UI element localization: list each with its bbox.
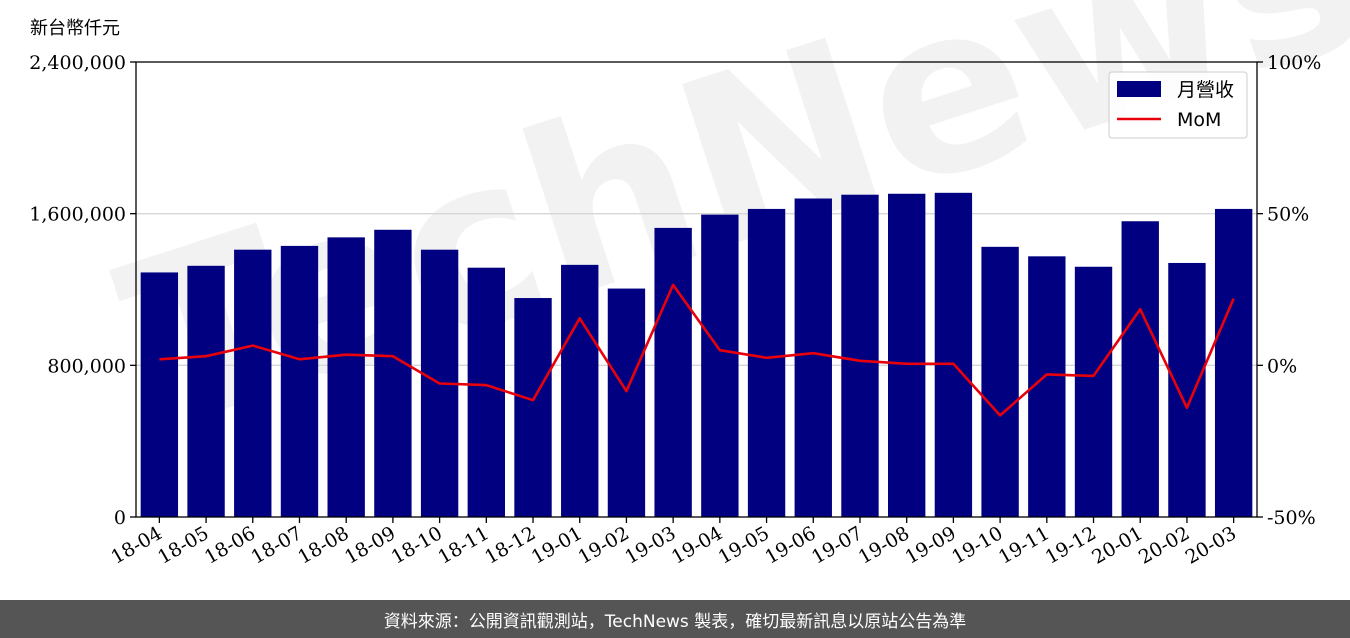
bar-18-07 <box>280 245 319 518</box>
x-tick-label-19-04: 19-04 <box>668 522 726 568</box>
legend: 月營收 MoM <box>1108 71 1248 139</box>
x-tick-label-19-05: 19-05 <box>715 522 773 568</box>
bar-19-01 <box>561 264 599 517</box>
right-tick-label-0: -50% <box>1267 507 1316 529</box>
left-y-axis: 0 800,000 1,600,000 2,400,000 <box>29 52 136 529</box>
bar-19-12 <box>1074 266 1113 517</box>
bar-19-08 <box>888 193 926 517</box>
bar-20-01 <box>1121 221 1159 517</box>
bar-18-05 <box>187 265 225 517</box>
x-tick-label-18-09: 18-09 <box>341 522 399 568</box>
bar-18-12 <box>514 298 552 517</box>
y-axis-unit-label: 新台幣仟元 <box>30 18 120 39</box>
bar-19-09 <box>934 192 973 517</box>
x-tick-label-19-06: 19-06 <box>761 522 819 568</box>
gridlines <box>136 213 1257 366</box>
legend-label-mom: MoM <box>1177 109 1221 131</box>
x-tick-label-19-10: 19-10 <box>948 522 1006 568</box>
x-tick-label-18-07: 18-07 <box>248 522 306 568</box>
x-tick-label-19-11: 19-11 <box>995 522 1053 568</box>
x-tick-label-19-01: 19-01 <box>528 522 586 568</box>
left-tick-label-0: 0 <box>114 507 126 529</box>
x-tick-label-18-10: 18-10 <box>388 522 446 568</box>
x-tick-label-20-02: 20-02 <box>1135 522 1193 568</box>
x-tick-label-19-07: 19-07 <box>808 522 866 568</box>
bar-20-02 <box>1168 262 1206 517</box>
right-y-axis: -50% 0% 50% 100% <box>1257 52 1321 529</box>
left-tick-label-1: 800,000 <box>47 355 126 377</box>
x-tick-label-18-04: 18-04 <box>107 522 165 568</box>
bar-20-03 <box>1214 208 1253 518</box>
bar-18-11 <box>467 267 505 517</box>
legend-label-revenue: 月營收 <box>1177 79 1234 101</box>
x-tick-label-18-08: 18-08 <box>294 522 352 568</box>
bar-19-03 <box>654 227 692 517</box>
bar-18-04 <box>140 272 179 517</box>
bar-18-09 <box>374 229 412 517</box>
x-axis: 18-0418-0518-0618-0718-0818-0918-1018-11… <box>107 517 1240 569</box>
plot-frame <box>135 61 1258 518</box>
x-tick-label-19-12: 19-12 <box>1042 522 1100 568</box>
x-tick-label-19-03: 19-03 <box>621 522 679 568</box>
bar-series <box>140 192 1253 518</box>
bar-19-02 <box>607 288 646 517</box>
right-tick-label-1: 0% <box>1267 355 1297 377</box>
x-tick-label-20-03: 20-03 <box>1182 522 1240 568</box>
mom-line-series <box>159 283 1235 417</box>
bar-18-06 <box>234 249 272 517</box>
bar-18-08 <box>327 237 365 518</box>
mom-line <box>159 283 1235 417</box>
bar-19-10 <box>981 246 1019 517</box>
bar-19-05 <box>747 208 786 518</box>
revenue-chart: TechNews 新台幣仟元 0800,0001,600,0002,400,00… <box>29 0 1350 569</box>
x-tick-label-18-11: 18-11 <box>434 522 492 568</box>
source-text: 資料來源：公開資訊觀測站，TechNews 製表，確切最新訊息以原站公告為準 <box>383 611 967 632</box>
source-footer: 資料來源：公開資訊觀測站，TechNews 製表，確切最新訊息以原站公告為準 <box>0 600 1350 638</box>
legend-swatch-bar <box>1117 81 1161 97</box>
x-tick-label-19-09: 19-09 <box>901 522 959 568</box>
left-tick-label-2: 1,600,000 <box>29 204 126 226</box>
bar-19-07 <box>841 194 879 518</box>
x-tick-label-18-06: 18-06 <box>201 522 259 568</box>
x-tick-label-18-12: 18-12 <box>481 522 539 568</box>
right-tick-label-2: 50% <box>1267 204 1309 226</box>
x-tick-label-19-08: 19-08 <box>855 522 913 568</box>
left-tick-label-3: 2,400,000 <box>29 52 126 74</box>
right-tick-label-3: 100% <box>1267 52 1321 74</box>
bar-19-06 <box>794 198 832 517</box>
x-tick-label-18-05: 18-05 <box>154 522 212 568</box>
x-tick-label-20-01: 20-01 <box>1088 522 1146 568</box>
bar-19-04 <box>701 214 739 518</box>
x-tick-label-19-02: 19-02 <box>574 522 632 568</box>
